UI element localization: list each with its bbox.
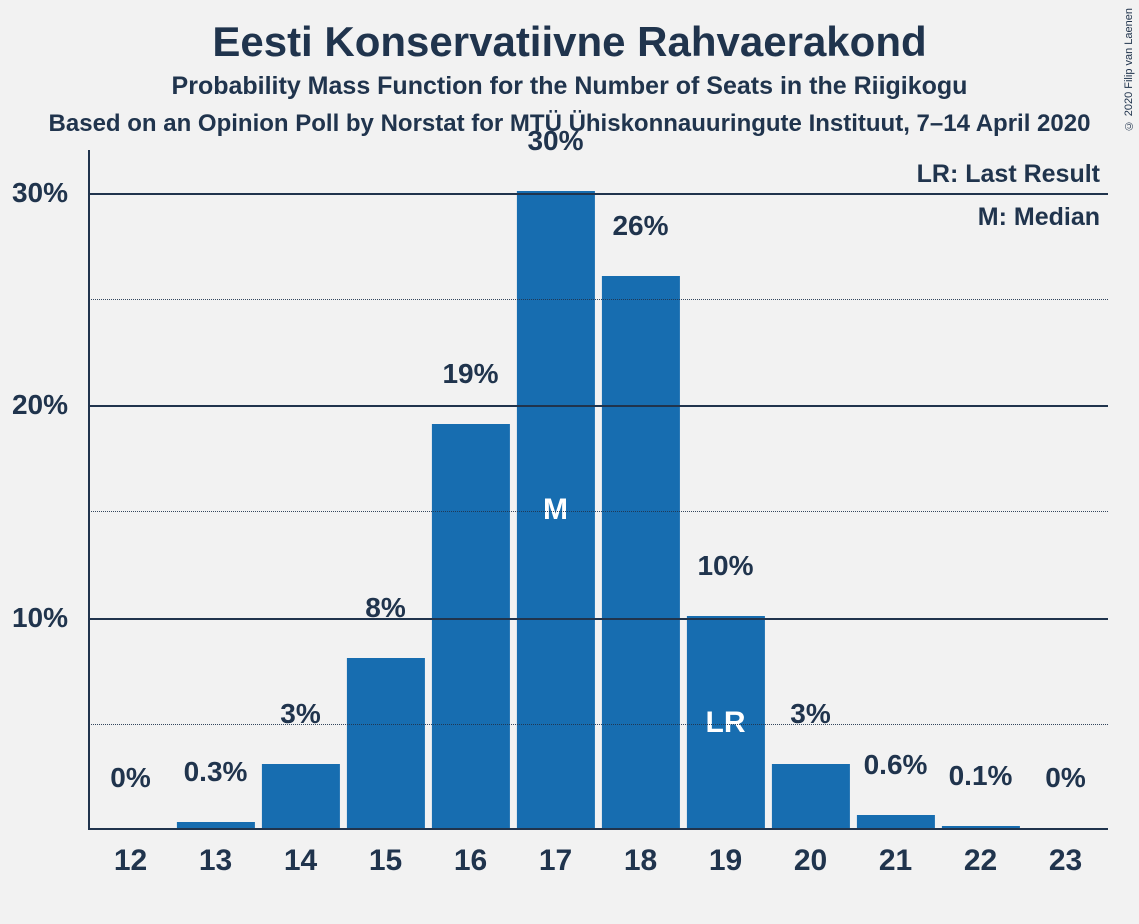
bar-value-label: 0% <box>110 762 150 794</box>
x-tick-label: 22 <box>964 844 997 878</box>
bar-slot: 8%15 <box>343 150 428 830</box>
x-tick-label: 12 <box>114 844 147 878</box>
bar-value-label: 30% <box>527 125 583 157</box>
x-tick-label: 14 <box>284 844 317 878</box>
bar-value-label: 26% <box>612 210 668 242</box>
y-tick-label: 10% <box>12 602 68 634</box>
bar-slot: 3%14 <box>258 150 343 830</box>
x-tick-label: 13 <box>199 844 232 878</box>
bar-value-label: 3% <box>280 698 320 730</box>
bar-value-label: 3% <box>790 698 830 730</box>
gridline-major <box>88 405 1108 407</box>
bar-slot: 30%17M <box>513 150 598 830</box>
gridline-major <box>88 193 1108 195</box>
bar <box>261 764 339 828</box>
chart-subtitle: Probability Mass Function for the Number… <box>0 72 1139 101</box>
bar-value-label: 0.1% <box>949 760 1013 792</box>
bar-slot: 10%19LR <box>683 150 768 830</box>
bar <box>176 822 254 828</box>
bar-value-label: 0.6% <box>864 749 928 781</box>
x-tick-label: 19 <box>709 844 742 878</box>
gridline-minor <box>88 299 1108 300</box>
gridline-minor <box>88 724 1108 725</box>
bar-value-label: 0% <box>1045 762 1085 794</box>
bar <box>771 764 849 828</box>
bar <box>601 276 679 829</box>
bar-slot: 26%18 <box>598 150 683 830</box>
bar-slot: 0.3%13 <box>173 150 258 830</box>
x-tick-label: 15 <box>369 844 402 878</box>
bar-value-label: 19% <box>442 358 498 390</box>
bar-marker: M <box>543 493 568 527</box>
bars-group: 0%120.3%133%148%1519%1630%17M26%1810%19L… <box>88 150 1108 830</box>
gridline-major <box>88 618 1108 620</box>
x-tick-label: 16 <box>454 844 487 878</box>
chart-container: © 2020 Filip van Laenen Eesti Konservati… <box>0 0 1139 924</box>
x-tick-label: 21 <box>879 844 912 878</box>
x-tick-label: 17 <box>539 844 572 878</box>
bar-slot: 0.1%22 <box>938 150 1023 830</box>
y-tick-label: 30% <box>12 177 68 209</box>
bar <box>346 658 424 828</box>
bar <box>431 424 509 828</box>
x-tick-label: 20 <box>794 844 827 878</box>
bar-marker: LR <box>706 706 746 740</box>
bar-value-label: 0.3% <box>184 756 248 788</box>
bar <box>941 826 1019 828</box>
x-tick-label: 23 <box>1049 844 1082 878</box>
plot-area: LR: Last Result M: Median 0%120.3%133%14… <box>88 150 1108 830</box>
bar-value-label: 10% <box>697 550 753 582</box>
y-tick-label: 20% <box>12 389 68 421</box>
bar-slot: 0%12 <box>88 150 173 830</box>
bar-slot: 3%20 <box>768 150 853 830</box>
gridline-minor <box>88 511 1108 512</box>
x-tick-label: 18 <box>624 844 657 878</box>
bar-slot: 0%23 <box>1023 150 1108 830</box>
bar <box>856 815 934 828</box>
chart-title: Eesti Konservatiivne Rahvaerakond <box>0 18 1139 66</box>
bar-slot: 0.6%21 <box>853 150 938 830</box>
bar-slot: 19%16 <box>428 150 513 830</box>
